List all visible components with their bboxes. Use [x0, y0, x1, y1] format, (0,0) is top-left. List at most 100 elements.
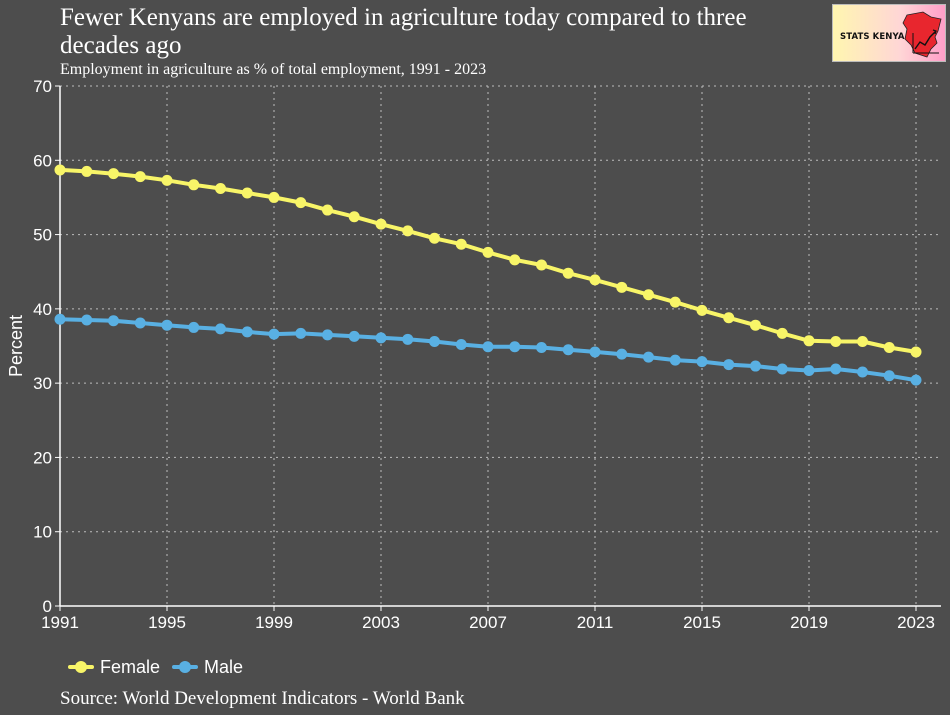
x-tick-label-1995: 1995 [148, 613, 186, 632]
data-point-female-2011 [589, 274, 601, 286]
data-point-female-1998 [241, 187, 253, 199]
data-point-female-2019 [803, 335, 815, 347]
data-point-male-2003 [375, 332, 387, 344]
chart-subtitle: Employment in agriculture as % of total … [60, 61, 487, 78]
legend-key-female [68, 660, 94, 674]
data-point-female-1999 [268, 191, 280, 203]
data-point-female-2004 [402, 225, 414, 237]
data-point-female-2002 [348, 211, 360, 223]
y-tick-label-10: 10 [33, 523, 52, 542]
data-point-female-2020 [830, 336, 842, 348]
x-tick-label-1991: 1991 [41, 613, 79, 632]
data-point-female-2012 [616, 281, 628, 293]
data-point-female-2018 [776, 327, 788, 339]
data-point-male-2000 [295, 327, 307, 339]
data-point-female-2015 [696, 304, 708, 316]
data-point-female-1996 [188, 179, 200, 191]
data-point-male-2013 [643, 351, 654, 363]
kenya-map-icon [902, 11, 942, 58]
data-point-male-2002 [348, 330, 360, 342]
data-point-male-2019 [803, 365, 815, 377]
x-tick-label-1999: 1999 [255, 613, 293, 632]
data-point-female-2023 [910, 346, 922, 358]
data-point-male-1993 [108, 315, 119, 327]
x-tick-label-2015: 2015 [683, 613, 721, 632]
x-tick-label-2007: 2007 [469, 613, 507, 632]
chart-title: Fewer Kenyans are employed in agricultur… [60, 4, 747, 59]
data-point-male-2017 [750, 360, 761, 372]
data-point-male-2007 [482, 341, 494, 353]
y-tick-label-20: 20 [33, 448, 52, 467]
y-tick-label-60: 60 [33, 151, 52, 170]
data-point-male-2011 [589, 346, 601, 358]
x-tick-label-2003: 2003 [362, 613, 400, 632]
x-tick-label-2011: 2011 [577, 613, 614, 632]
data-point-male-2001 [322, 329, 333, 341]
data-point-female-2009 [536, 259, 547, 271]
x-tick-label-2019: 2019 [790, 613, 828, 632]
data-point-female-2000 [295, 197, 307, 209]
data-point-female-1994 [134, 171, 146, 183]
data-point-female-2017 [750, 319, 761, 331]
data-point-female-2021 [857, 336, 868, 348]
data-point-male-2021 [857, 366, 868, 378]
data-point-female-1995 [161, 174, 173, 186]
data-point-female-2006 [455, 238, 467, 250]
data-point-female-2010 [562, 267, 574, 279]
data-point-male-2004 [402, 333, 414, 345]
y-tick-label-30: 30 [33, 374, 52, 393]
data-point-male-1992 [81, 314, 93, 326]
y-tick-label-0: 0 [43, 597, 52, 616]
legend-dot-female [75, 661, 87, 673]
data-point-male-2009 [536, 341, 547, 353]
data-point-female-2003 [375, 218, 387, 230]
data-point-female-2016 [723, 312, 735, 324]
data-point-male-2022 [883, 370, 895, 382]
logo-text: STATS KENYA [840, 32, 905, 42]
data-point-male-1994 [134, 317, 146, 329]
legend-dot-male [179, 661, 192, 673]
x-tick-label-2023: 2023 [897, 613, 935, 632]
data-point-male-1996 [188, 321, 200, 333]
data-point-female-2022 [883, 341, 895, 353]
data-point-male-1991 [54, 313, 66, 325]
data-point-male-2012 [616, 348, 628, 360]
data-point-male-2006 [455, 339, 467, 351]
legend-item-male: Male [172, 657, 243, 678]
axes: 0 10 20 30 40 50 60 70 1991 1995 1999 2003 2007 2011 2… [6, 77, 941, 632]
series-layer [54, 164, 922, 386]
data-point-male-2018 [776, 363, 788, 375]
data-point-male-2005 [429, 336, 440, 348]
legend-label-female: Female [100, 656, 161, 677]
data-point-male-2023 [910, 374, 922, 386]
data-point-male-2010 [562, 344, 574, 356]
y-tick-label-40: 40 [33, 300, 52, 319]
legend-item-female: Female [68, 657, 160, 678]
data-point-female-2001 [322, 204, 333, 216]
data-point-male-1997 [215, 323, 226, 335]
stats-kenya-logo: STATS KENYA [832, 4, 946, 62]
data-point-male-1998 [241, 326, 253, 338]
data-point-male-1999 [268, 328, 280, 340]
data-point-male-2020 [830, 363, 842, 375]
data-point-female-2005 [429, 232, 440, 244]
data-point-male-2008 [509, 341, 521, 353]
y-tick-label-50: 50 [33, 226, 52, 245]
data-point-male-2016 [723, 359, 735, 371]
data-point-male-2014 [669, 354, 681, 366]
data-point-male-2015 [696, 356, 708, 368]
data-point-female-2014 [669, 296, 681, 308]
y-tick-label-70: 70 [33, 77, 52, 96]
data-point-female-1997 [215, 183, 226, 195]
data-point-female-2008 [509, 254, 521, 266]
legend-label-male: Male [204, 656, 244, 677]
data-point-female-1993 [108, 168, 119, 180]
data-point-male-1995 [161, 319, 173, 331]
data-point-female-2013 [643, 289, 654, 301]
source-caption: Source: World Development Indicators - W… [60, 688, 465, 709]
data-point-female-2007 [482, 246, 494, 258]
data-point-female-1992 [81, 165, 93, 177]
y-axis-title: Percent [6, 315, 26, 377]
legend: Female Male [68, 656, 255, 678]
